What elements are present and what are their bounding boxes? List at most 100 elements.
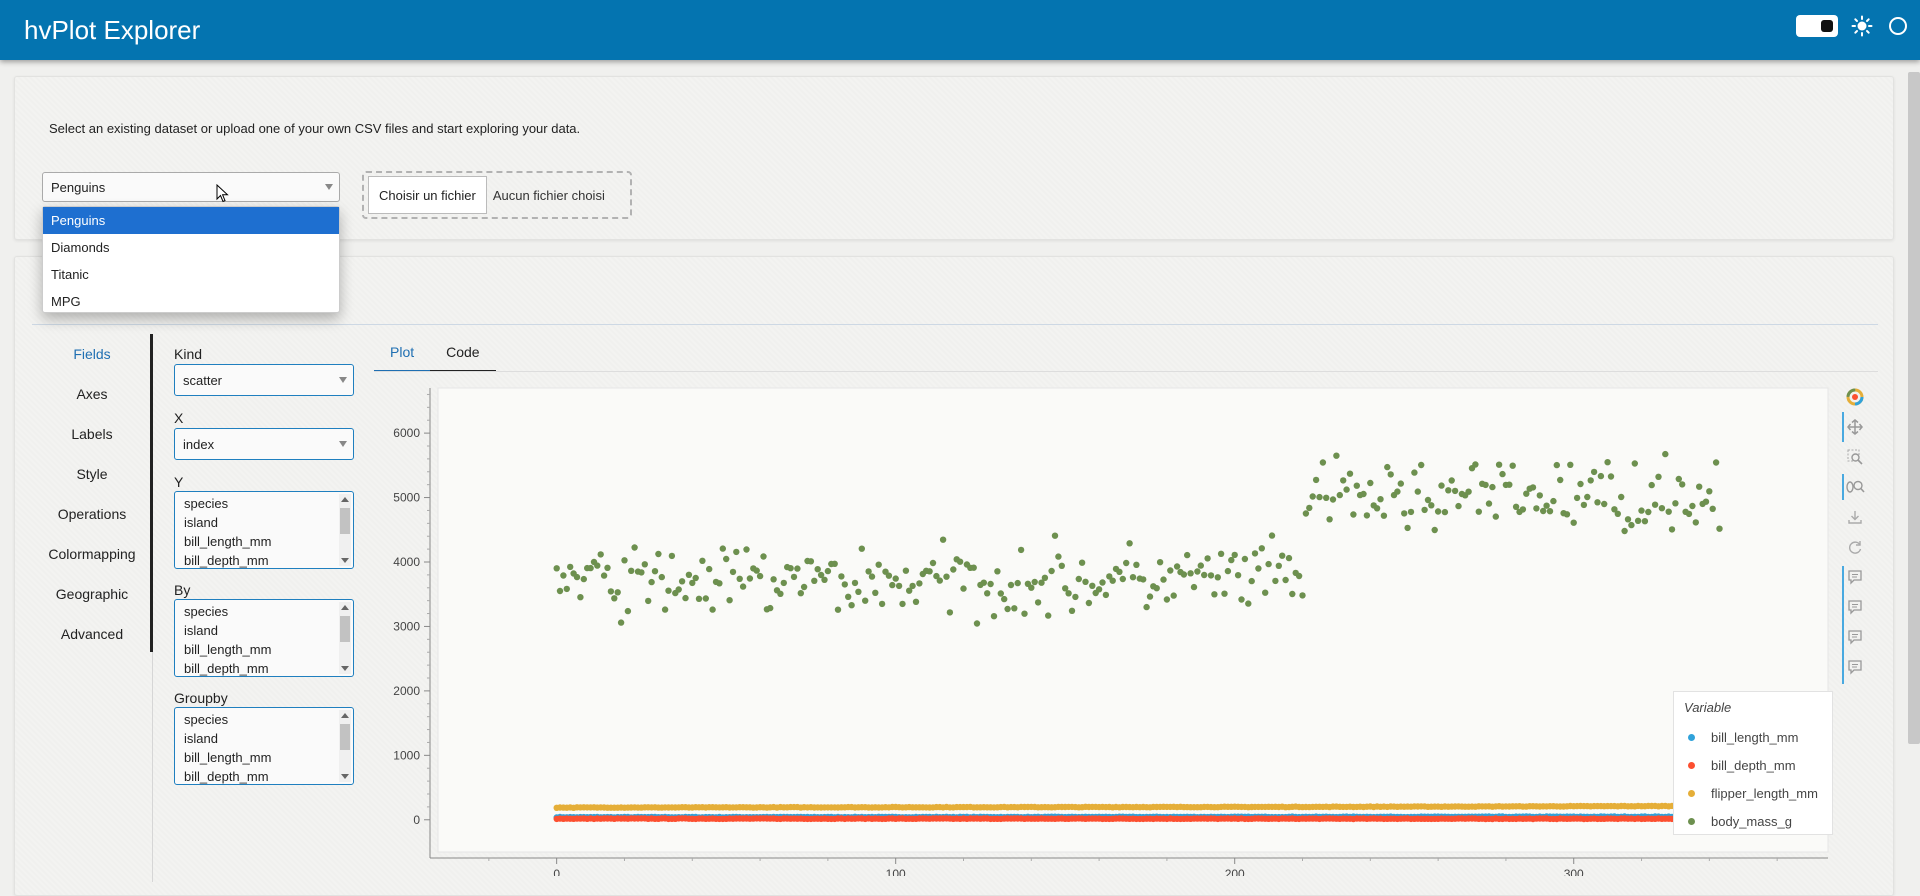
data-point — [1272, 577, 1279, 585]
hover-icon[interactable] — [1842, 564, 1868, 590]
scroll-thumb[interactable] — [340, 508, 350, 534]
list-item[interactable]: bill_length_mm — [184, 750, 272, 765]
list-item[interactable]: species — [184, 496, 229, 511]
hover-icon[interactable] — [1842, 624, 1868, 650]
data-point — [614, 589, 621, 596]
data-point — [1692, 519, 1700, 526]
legend-label: bill_length_mm — [1711, 729, 1799, 745]
tab-axes[interactable]: Axes — [76, 386, 108, 402]
dropdown-option-penguins[interactable]: Penguins — [43, 207, 339, 234]
list-item[interactable]: species — [184, 712, 229, 727]
data-point — [821, 576, 828, 583]
data-point — [1099, 579, 1106, 586]
list-item[interactable]: bill_depth_mm — [184, 661, 269, 676]
scrollbar[interactable] — [339, 710, 351, 782]
choose-file-button[interactable]: Choisir un fichier — [368, 176, 487, 214]
scroll-thumb[interactable] — [340, 616, 350, 642]
scroll-up-icon[interactable] — [341, 605, 349, 610]
sun-icon[interactable] — [1850, 14, 1874, 38]
scroll-up-icon[interactable] — [341, 713, 349, 718]
data-point — [1265, 560, 1272, 568]
tab-labels[interactable]: Labels — [71, 426, 113, 442]
list-item[interactable]: island — [184, 623, 218, 638]
list-item[interactable]: island — [184, 515, 218, 530]
legend-item-bill-depth[interactable]: bill_depth_mm — [1684, 751, 1832, 779]
page-scrollbar[interactable] — [1908, 72, 1920, 744]
data-point — [872, 589, 879, 596]
pan-icon[interactable] — [1842, 414, 1868, 440]
tab-geographic[interactable]: Geographic — [55, 586, 129, 602]
scroll-thumb[interactable] — [340, 724, 350, 750]
list-item[interactable]: bill_depth_mm — [184, 769, 269, 784]
data-point — [970, 564, 977, 571]
data-point — [1363, 512, 1371, 519]
hover-icon[interactable] — [1842, 594, 1868, 620]
data-point — [1557, 476, 1564, 484]
legend-item-bill-length[interactable]: bill_length_mm — [1684, 723, 1832, 751]
data-point — [1279, 552, 1286, 559]
scrollbar[interactable] — [339, 602, 351, 674]
tab-fields[interactable]: Fields — [73, 346, 111, 362]
x-select[interactable]: index — [174, 428, 354, 460]
by-multiselect[interactable]: species island bill_length_mm bill_depth… — [174, 599, 354, 677]
data-point — [1119, 575, 1126, 583]
legend-item-body-mass[interactable]: body_mass_g — [1684, 807, 1832, 835]
data-point — [1340, 477, 1347, 484]
data-point — [1465, 488, 1472, 495]
data-point — [824, 567, 832, 575]
data-point — [1536, 492, 1544, 499]
list-item[interactable]: bill_length_mm — [184, 642, 272, 657]
data-point — [916, 580, 923, 587]
scroll-down-icon[interactable] — [341, 666, 349, 671]
tab-code[interactable]: Code — [430, 336, 496, 372]
scroll-down-icon[interactable] — [341, 558, 349, 563]
legend-title: Variable — [1684, 700, 1732, 715]
app-header: hvPlot Explorer — [0, 0, 1920, 60]
tab-operations[interactable]: Operations — [57, 506, 127, 522]
box-zoom-icon[interactable] — [1842, 444, 1868, 470]
reset-icon[interactable] — [1842, 534, 1868, 560]
data-point — [695, 595, 703, 602]
tab-advanced[interactable]: Advanced — [60, 626, 124, 642]
data-point — [1211, 591, 1218, 598]
file-upload[interactable]: Choisir un fichier Aucun fichier choisi — [362, 171, 632, 219]
bokeh-logo-icon[interactable] — [1842, 384, 1868, 410]
data-point — [567, 563, 574, 571]
scroll-down-icon[interactable] — [341, 774, 349, 779]
y-multiselect[interactable]: species island bill_length_mm bill_depth… — [174, 491, 354, 569]
tab-colormapping[interactable]: Colormapping — [48, 546, 136, 562]
data-point — [1563, 511, 1571, 518]
data-point — [658, 573, 665, 581]
list-item[interactable]: island — [184, 731, 218, 746]
data-point — [1241, 555, 1249, 563]
legend-dot — [1688, 789, 1695, 797]
kind-select[interactable]: scatter — [174, 364, 354, 396]
data-point — [1672, 500, 1679, 507]
theme-toggle[interactable] — [1796, 15, 1838, 37]
data-point — [641, 561, 648, 568]
hover-icon[interactable] — [1842, 654, 1868, 680]
wheel-zoom-icon[interactable] — [1842, 474, 1868, 500]
data-point — [1384, 463, 1391, 471]
dropdown-option-diamonds[interactable]: Diamonds — [51, 240, 110, 255]
list-item[interactable]: species — [184, 604, 229, 619]
dropdown-option-titanic[interactable]: Titanic — [51, 267, 89, 282]
list-item[interactable]: bill_length_mm — [184, 534, 272, 549]
tab-plot[interactable]: Plot — [374, 336, 431, 372]
legend-item-flipper-length[interactable]: flipper_length_mm — [1684, 779, 1832, 807]
groupby-multiselect[interactable]: species island bill_length_mm bill_depth… — [174, 707, 354, 785]
plot-area — [437, 387, 1829, 853]
data-point — [777, 590, 784, 597]
tab-style[interactable]: Style — [76, 466, 108, 482]
save-icon[interactable] — [1842, 504, 1868, 530]
data-point — [1167, 567, 1174, 574]
moon-icon[interactable] — [1886, 14, 1910, 38]
dropdown-option-mpg[interactable]: MPG — [51, 294, 81, 309]
data-point — [553, 565, 560, 572]
scroll-up-icon[interactable] — [341, 497, 349, 502]
scatter-plot[interactable]: 0 1000 2000 3000 4000 5000 6000 0 100 200 300 — [370, 380, 1840, 876]
list-item[interactable]: bill_depth_mm — [184, 553, 269, 568]
x-tick-label: 0 — [553, 867, 560, 876]
scrollbar[interactable] — [339, 494, 351, 566]
dataset-select[interactable]: Penguins — [42, 172, 340, 202]
